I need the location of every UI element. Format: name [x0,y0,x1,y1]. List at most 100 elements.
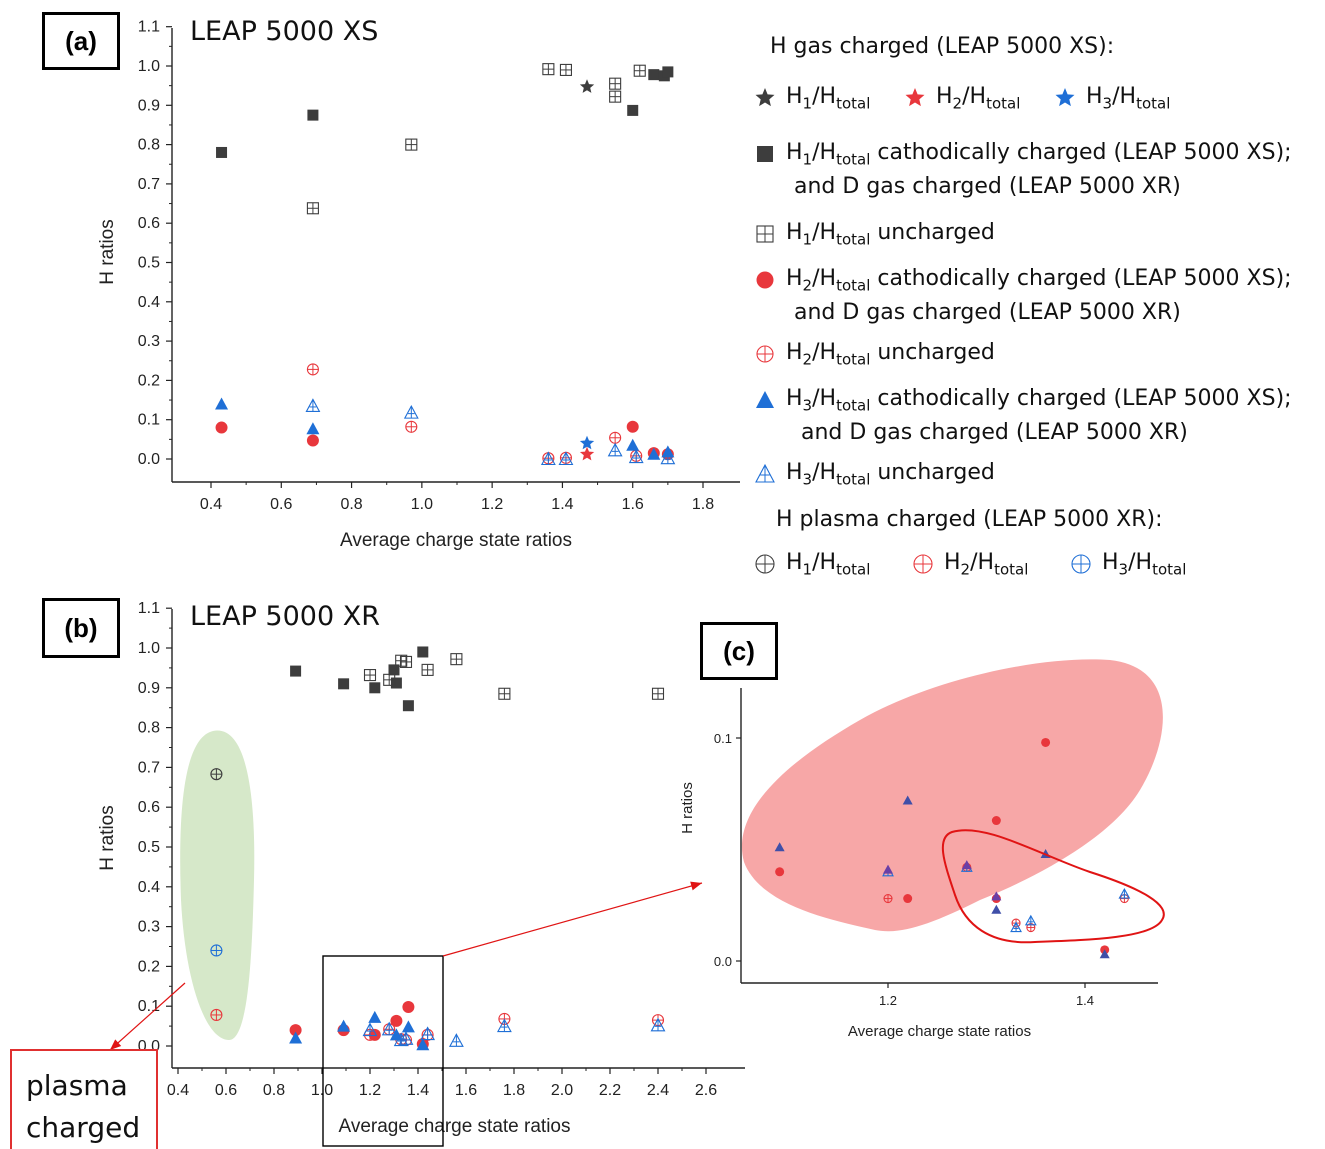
panel-c-point-triangle [1099,949,1110,959]
legend-marker-shape [756,345,774,363]
panel-a-y-tick-label: 0.5 [138,255,160,272]
panel-a-point-circle [306,434,319,447]
panel-b-point-square [388,664,400,676]
legend-marker-triangle [756,391,774,409]
legend-plasma-header: H plasma charged (LEAP 5000 XR): [776,507,1163,532]
legend-marker-star [755,88,775,107]
panel-a-x-axis-title: Average charge state ratios [340,530,572,551]
panel-a-point-triangle [215,397,229,410]
plasma-label-line2: charged [26,1111,141,1144]
plasma-charged-callout: plasma charged [10,1049,158,1149]
legend-gas-item: H3/Htotal [1052,84,1170,112]
panel-a-point-square [627,104,639,116]
legend-marker-shape [755,464,775,483]
panel-b-point-square-open [395,654,408,667]
panel-a-y-tick-label: 0.4 [138,294,160,311]
panel-a-point-square-open [609,90,622,103]
panel-a-point-triangle-open [403,404,419,419]
legend-marker-circle [756,271,774,289]
panel-c-point-triangle [883,864,893,874]
panel-c-point-triangle [774,842,785,852]
panel-c-x-tick-label: 1.2 [879,993,897,1008]
panel-a-axes: 0.4 0.6 0.8 1.0 1.2 1.4 1.6 1.8 0.0 0.1 0.2 0.3 0.4 0… [97,19,740,551]
legend-row-circle-open: H2/Htotal uncharged [752,340,995,368]
panel-b-point-triangle-open [496,1018,512,1033]
legend-marker-shape [757,146,773,163]
panel-a-y-tick-label: 0.8 [138,137,160,154]
panel-a-point-triangle [647,447,661,460]
panel-a-point-triangle-open [607,442,623,457]
panel-b-point-square [369,682,381,694]
panel-a-point-triangle-open [305,398,321,412]
legend-marker-shape [756,271,774,289]
highlight-regions [180,659,1163,1040]
panel-b-points [210,646,666,1051]
legend-marker-shape [1071,554,1091,574]
legend-plasma-item: H2/Htotal [910,550,1028,578]
legend-row-text: cathodically charged (LEAP 5000 XS); [870,266,1292,291]
panel-a-x-tick-label: 1.8 [692,496,714,513]
panel-a-y-tick-label: 0.7 [138,176,160,193]
panel-a-points [215,63,676,466]
panel-a-point-triangle-open [660,450,676,465]
panel-a-x-tick-label: 1.2 [481,496,503,513]
panel-a-point-triangle [306,422,320,435]
panel-b-point-square [290,665,302,677]
panel-b-axes: 0.4 0.6 0.8 1.0 1.2 1.4 1.6 1.8 2.0 2.2 2.4 2.6 0.0 0… [97,600,745,1137]
panel-b-x-tick-label: 0.4 [167,1082,189,1099]
legend-marker-circle-plus [1071,554,1091,574]
panel-a-point-square [662,66,674,78]
panel-b-point-square [390,677,402,689]
legend-row-square-open: H1/Htotal uncharged [752,220,995,248]
panel-b-point-circle [289,1024,302,1037]
panel-a-point-circle-open [405,420,418,433]
panel-b-point-square-open [399,655,413,668]
panel-c-point-circle [775,867,785,877]
zoom-arrow [442,881,703,957]
panel-b-y-tick-label: 0.9 [138,680,160,697]
panel-b-y-tick-label: 0.6 [138,799,160,816]
panel-c-point-circle [903,894,913,904]
panel-c-point-circle [1041,737,1051,747]
legend-row-text: uncharged [870,220,995,245]
panel-b-point-triangle [401,1020,415,1033]
panel-a-point-square-open [306,202,319,215]
panel-c-y-tick-label: 0.0 [714,954,732,969]
panel-b-point-triangle [289,1031,303,1044]
panel-b-y-tick-label: 0.3 [138,919,160,936]
panel-c-x-axis-title: Average charge state ratios [848,1023,1031,1040]
panel-a-point-triangle-open [558,451,574,466]
zoom-annotations [109,829,1165,1147]
zoom-highlight-region [741,659,1163,932]
panel-b-point-triangle-open [381,1021,397,1036]
panel-b-y-tick-label: 0.7 [138,759,160,776]
legend-marker-circle-plus [755,554,775,574]
panel-c-point-triangle [902,795,913,805]
panel-b-point-square-open [651,687,665,700]
panel-b-point-circle-plus [210,944,223,957]
panel-a-x-tick-label: 0.4 [200,496,222,513]
panel-a-x-tick-label: 1.6 [622,496,644,513]
panel-b-x-tick-label: 2.2 [599,1082,621,1099]
panel-a-point-square-open [633,64,646,77]
legend-marker-triangle-open [755,464,775,483]
legend-plasma-item: H1/Htotal [752,550,870,578]
panel-a-point-circle-open [609,431,622,444]
panel-b-x-tick-label: 2.0 [551,1082,573,1099]
panel-b-point-circle [390,1014,403,1027]
legend-marker-shape [755,88,775,107]
panel-c-y-tick-label: 0.1 [714,731,732,746]
legend-gas-item: H2/Htotal [902,84,1020,112]
panel-c-point-triangle [991,891,1002,901]
panel-b-point-triangle-open [362,1022,378,1037]
legend-marker-shape [905,88,925,107]
panel-b-point-square-open [450,653,463,666]
legend-marker-shape [756,391,774,409]
panel-a-point-square-open [405,138,418,151]
legend-marker-square-open [756,225,774,243]
panel-b-tag: (b) [42,598,120,658]
panel-b-point-square-open [363,669,377,682]
panel-b-x-axis-title: Average charge state ratios [338,1116,570,1137]
panel-c-axes: 1.2 1.4 0.0 0.1 Average charge state ratios H… [679,688,1158,1040]
panel-a-y-tick-label: 1.1 [138,19,160,36]
